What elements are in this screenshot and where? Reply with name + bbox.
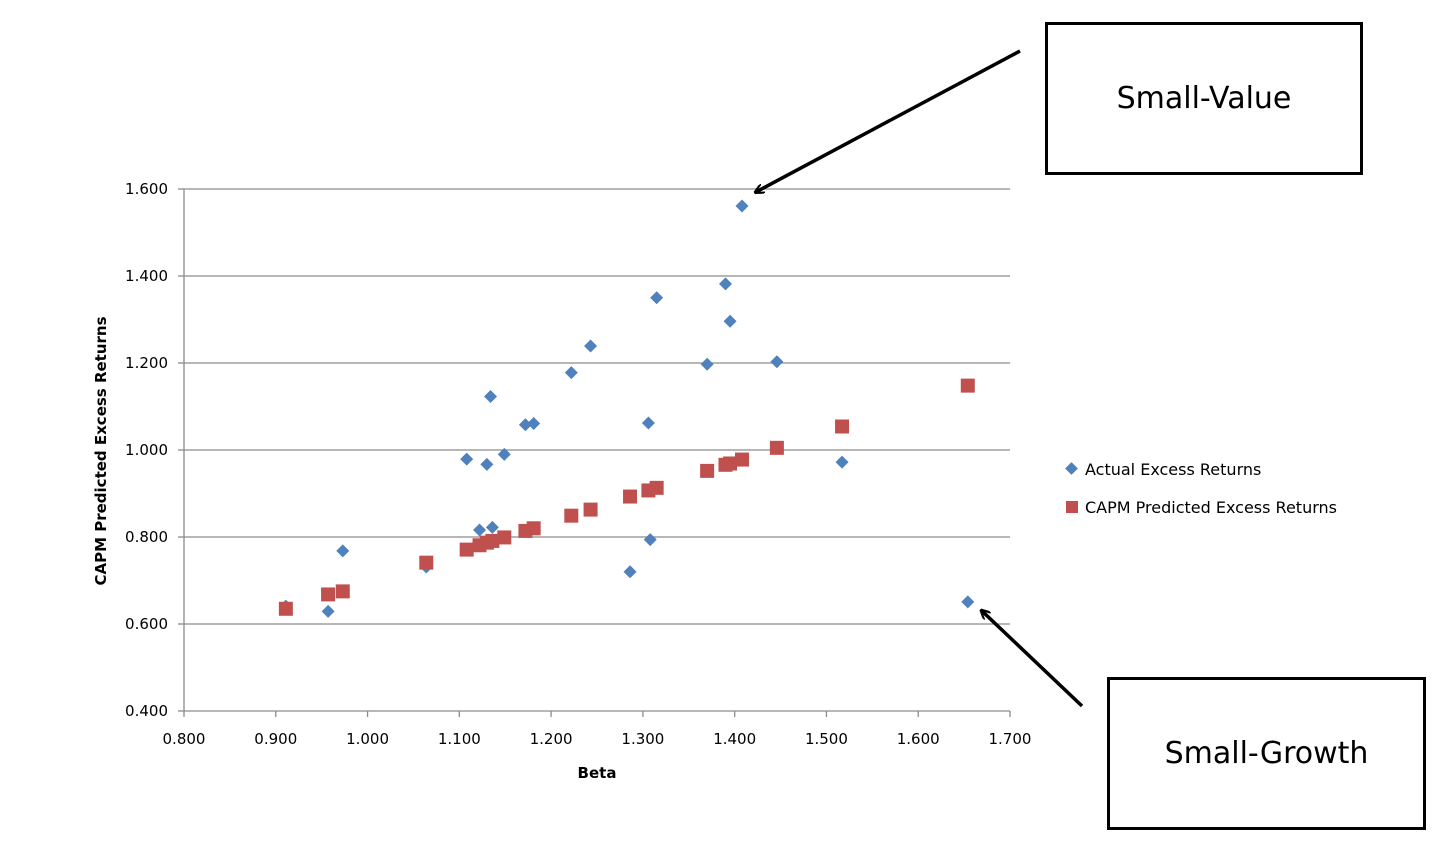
legend-label-actual: Actual Excess Returns <box>1085 460 1261 479</box>
data-point-actual <box>961 595 975 609</box>
legend-item-capm: CAPM Predicted Excess Returns <box>1066 498 1337 517</box>
x-tick-label: 1.600 <box>897 730 940 748</box>
data-point-actual <box>718 277 732 291</box>
tick-labels: 0.400 0.600 0.800 1.000 1.200 1.400 1.600 0.800… <box>125 180 1031 748</box>
data-point-actual <box>321 604 335 618</box>
x-axis-title: Beta <box>578 764 617 782</box>
legend-marker-diamond <box>1065 462 1078 475</box>
data-point-actual <box>584 339 598 353</box>
data-point-capm <box>321 587 336 602</box>
data-point-capm <box>835 419 850 434</box>
data-point-capm <box>723 456 738 471</box>
data-point-actual <box>723 314 737 328</box>
data-point-actual <box>518 418 532 432</box>
x-tick-label: 1.700 <box>989 730 1032 748</box>
data-point-capm <box>459 542 474 557</box>
x-tick-label: 1.100 <box>438 730 481 748</box>
data-point-actual <box>735 199 749 213</box>
data-point-capm <box>700 463 715 478</box>
data-point-actual <box>835 455 849 469</box>
data-point-actual <box>700 357 714 371</box>
legend-item-actual: Actual Excess Returns <box>1065 460 1261 479</box>
callout-small-value-label: Small-Value <box>1116 81 1292 116</box>
x-tick-label: 1.300 <box>621 730 664 748</box>
data-point-actual <box>650 291 664 305</box>
y-tick-label: 1.200 <box>125 354 168 372</box>
data-point-actual <box>527 416 541 430</box>
x-tick-label: 1.000 <box>346 730 389 748</box>
data-point-capm <box>278 601 293 616</box>
data-point-actual <box>497 447 511 461</box>
data-point-actual <box>643 533 657 547</box>
arrow-small-growth <box>982 611 1084 708</box>
data-point-actual <box>484 389 498 403</box>
gridlines <box>184 188 1010 625</box>
data-point-capm <box>583 502 598 517</box>
data-point-actual <box>336 544 350 558</box>
x-tick-label: 1.200 <box>530 730 573 748</box>
data-point-capm <box>335 584 350 599</box>
y-tick-label: 1.400 <box>125 267 168 285</box>
x-tick-label: 1.500 <box>805 730 848 748</box>
x-tick-label: 0.900 <box>254 730 297 748</box>
y-tick-label: 0.800 <box>125 528 168 546</box>
data-point-actual <box>770 355 784 369</box>
x-tick-label: 1.400 <box>713 730 756 748</box>
axes <box>178 188 1011 717</box>
annotation-arrows <box>756 49 1084 708</box>
data-point-capm <box>960 378 975 393</box>
y-tick-label: 1.600 <box>125 180 168 198</box>
data-point-capm <box>564 508 579 523</box>
data-point-actual <box>485 520 499 534</box>
data-point-capm <box>497 530 512 545</box>
data-point-capm <box>485 533 500 548</box>
data-point-capm <box>623 489 638 504</box>
legend-label-capm: CAPM Predicted Excess Returns <box>1085 498 1337 517</box>
data-point-capm <box>526 521 541 536</box>
callout-small-growth-label: Small-Growth <box>1164 736 1369 771</box>
data-point-capm <box>649 480 664 495</box>
data-point-capm <box>735 452 750 467</box>
y-tick-label: 0.400 <box>125 702 168 720</box>
series-capm-predicted-excess-returns <box>278 378 975 616</box>
callout-small-value: Small-Value <box>1045 22 1363 175</box>
data-point-actual <box>564 366 578 380</box>
y-tick-label: 1.000 <box>125 441 168 459</box>
data-point-actual <box>460 452 474 466</box>
data-point-actual <box>473 523 487 537</box>
legend: Actual Excess Returns CAPM Predicted Exc… <box>1065 460 1337 517</box>
data-point-actual <box>623 565 637 579</box>
data-point-actual <box>641 416 655 430</box>
data-point-actual <box>480 457 494 471</box>
x-tick-label: 0.800 <box>163 730 206 748</box>
arrow-small-value <box>756 49 1021 192</box>
series-actual-excess-returns <box>279 199 975 618</box>
legend-marker-square <box>1066 501 1078 513</box>
y-axis-title: CAPM Predicted Excess Returns <box>92 316 110 585</box>
callout-small-growth: Small-Growth <box>1107 677 1426 830</box>
data-point-capm <box>419 555 434 570</box>
y-tick-label: 0.600 <box>125 615 168 633</box>
data-point-capm <box>769 440 784 455</box>
